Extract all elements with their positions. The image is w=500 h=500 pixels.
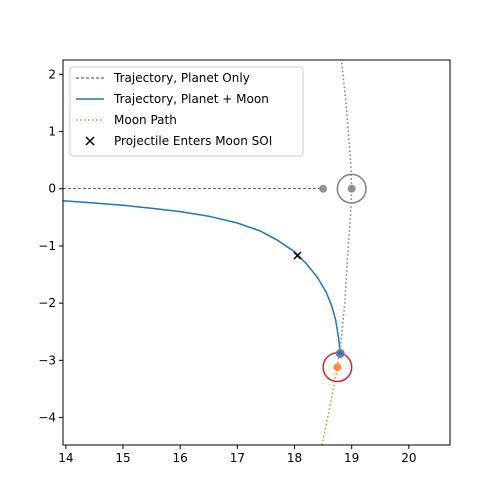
- legend-box: [69, 66, 304, 157]
- legend-label-0: Trajectory, Planet Only: [113, 71, 250, 85]
- x-tick-label-18: 18: [287, 451, 302, 465]
- legend-label-2: Moon Path: [114, 113, 177, 127]
- series-line-1: [63, 199, 341, 354]
- soi-marker-stroke-2: [293, 251, 302, 260]
- y-tick-label-0: 0: [48, 182, 56, 196]
- x-tick-label-14: 14: [58, 451, 73, 465]
- legend: Trajectory, Planet Only Trajectory, Plane…: [69, 66, 304, 157]
- planet-only-end-point: [319, 184, 328, 193]
- x-tick-label-19: 19: [344, 451, 359, 465]
- legend-marker-3-b: [85, 136, 95, 146]
- x-tick-label-17: 17: [230, 451, 245, 465]
- ghost-soi-circle: [336, 173, 367, 204]
- y-tick-label--3: −3: [38, 353, 56, 367]
- legend-label-3: Projectile Enters Moon SOI: [114, 134, 272, 148]
- projectile-point: [335, 348, 345, 358]
- moon-point: [333, 363, 342, 372]
- y-tick-label--4: −4: [38, 411, 56, 425]
- y-tick-label--2: −2: [38, 296, 56, 310]
- legend-label-1: Trajectory, Planet + Moon: [113, 92, 269, 106]
- y-tick-label-2: 2: [48, 67, 56, 81]
- x-tick-label-16: 16: [173, 451, 188, 465]
- ghost-moon-point: [347, 184, 356, 193]
- series-line-3: [336, 60, 353, 368]
- series-line-2: [321, 367, 339, 445]
- x-tick-label-20: 20: [401, 451, 416, 465]
- plot-area: [63, 60, 367, 445]
- y-tick-label-1: 1: [48, 125, 56, 139]
- plot-frame: [62, 59, 451, 446]
- y-tick-label--1: −1: [38, 239, 56, 253]
- x-tick-label-15: 15: [115, 451, 130, 465]
